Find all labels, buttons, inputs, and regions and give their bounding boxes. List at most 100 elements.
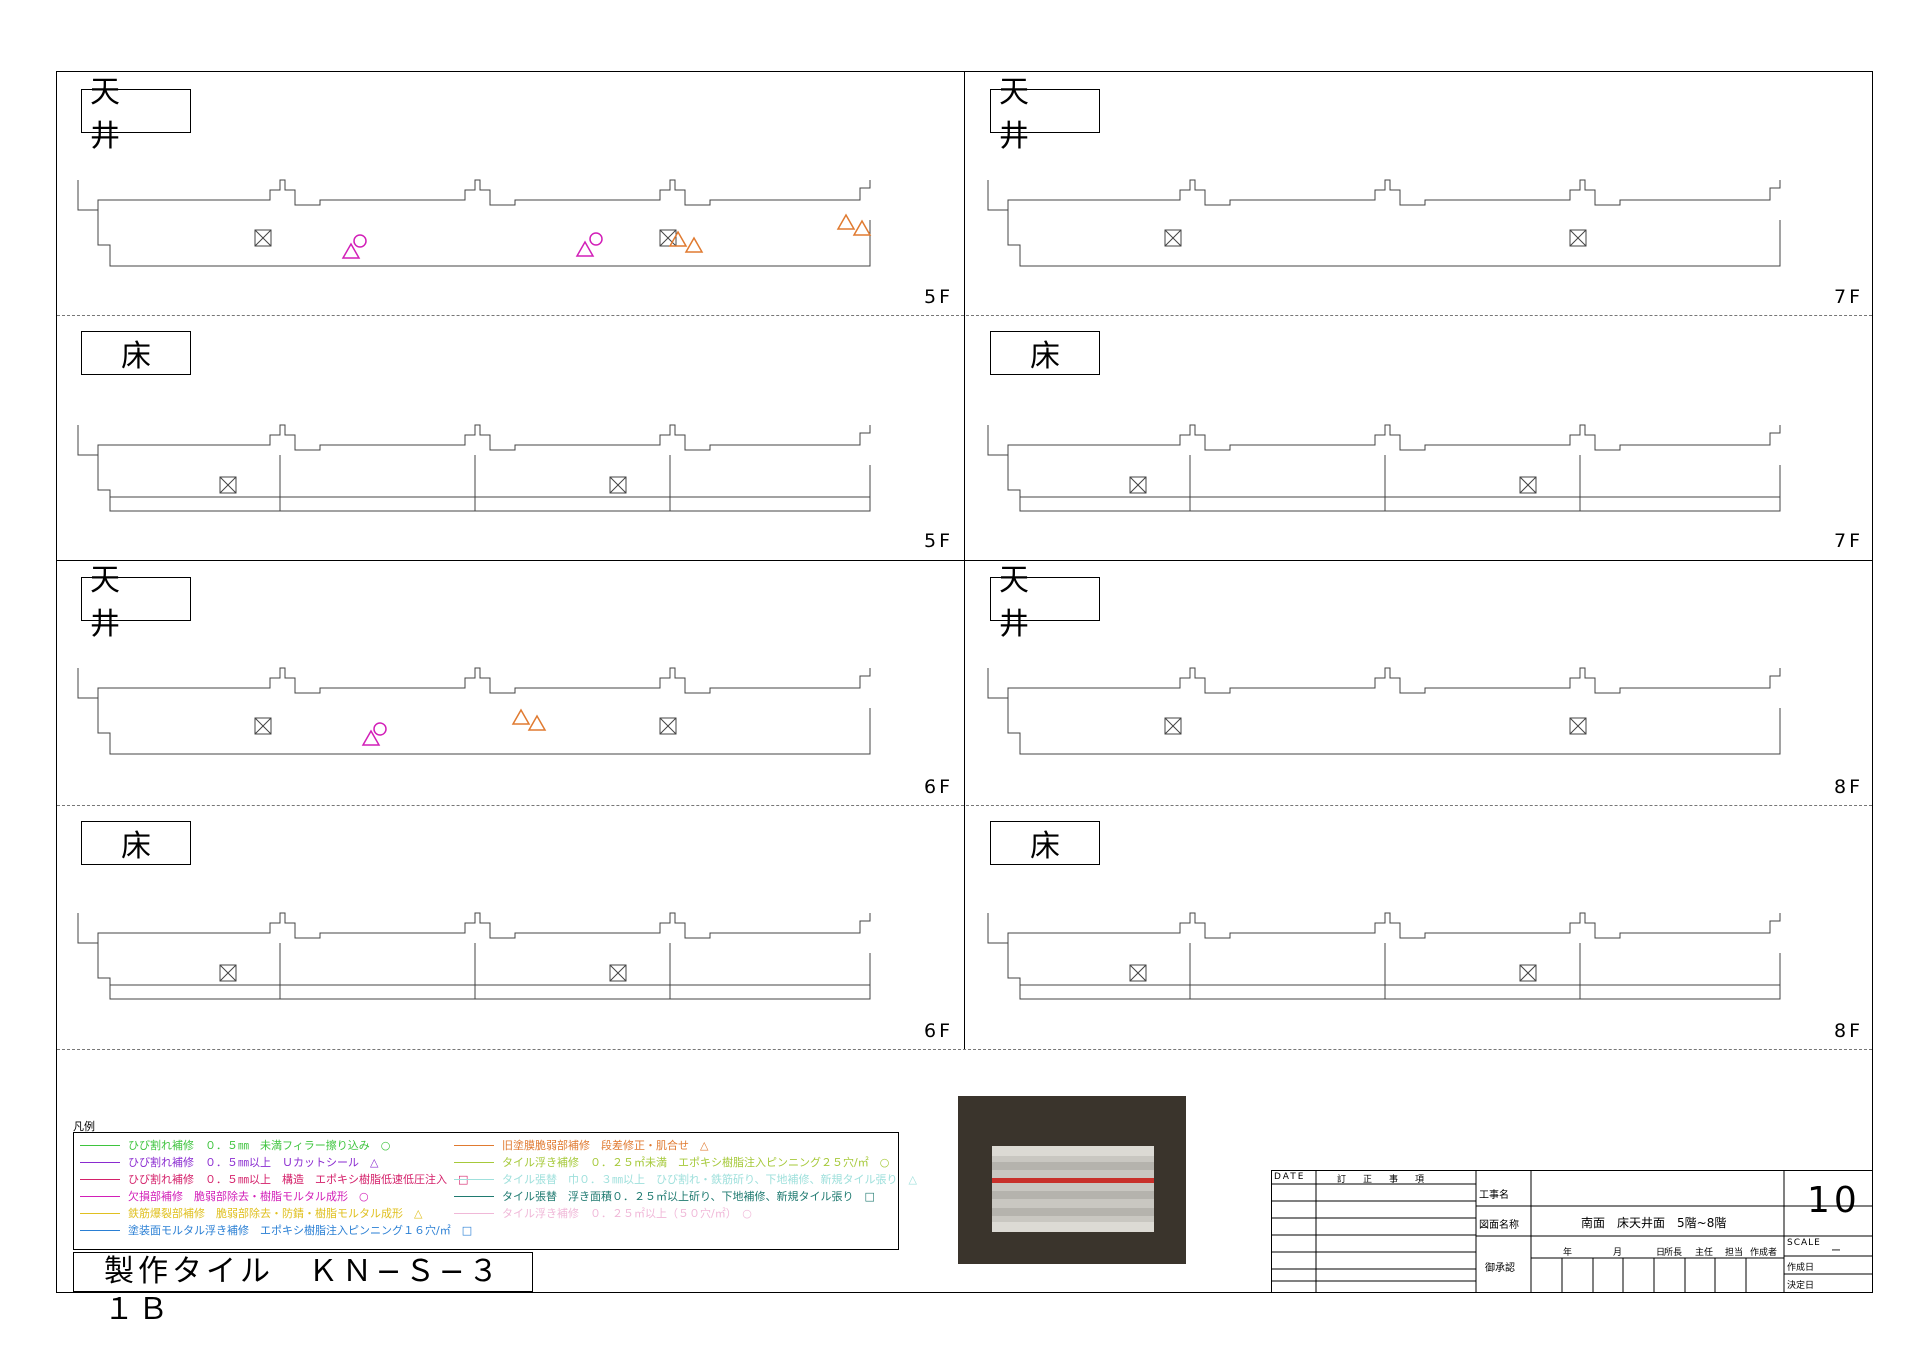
legend-item: 鉄筋爆裂部補修 脆弱部除去・防錆・樹脂モルタル成形 △ (80, 1205, 422, 1221)
floor-label: 5F (924, 530, 954, 552)
legend-item: 旧塗膜脆弱部補修 段差修正・肌合せ △ (454, 1137, 708, 1153)
plan-outline (1007, 698, 1781, 755)
marker-triangle (511, 708, 531, 725)
marker-triangle (684, 236, 704, 253)
marker-triangle (361, 729, 381, 746)
plan-outline (97, 210, 871, 267)
floor-plan (77, 912, 871, 1000)
floor-plan (987, 424, 1781, 512)
dashed-divider (966, 315, 1872, 316)
horizontal-divider (56, 560, 1873, 561)
column-box-icon (1164, 229, 1182, 247)
revision-label: 訂 正 事 項 (1337, 1175, 1429, 1185)
legend-box: ひび割れ補修 ０．５㎜ 未満フィラー擦り込み ○ ひび割れ補修 ０．５㎜以上 Ｕ… (73, 1132, 917, 1250)
plan-outline (77, 424, 871, 456)
plan-outline (77, 179, 871, 211)
tile-sample-image (992, 1146, 1154, 1232)
marker-circle (373, 722, 387, 736)
legend-swatch (454, 1195, 494, 1197)
floor-label: 8F (1834, 1020, 1864, 1042)
day-label: 日 (1656, 1248, 1666, 1258)
floor-label: 7F (1834, 530, 1864, 552)
drawing-name: 南面 床天井面 5階~8階 (1581, 1216, 1727, 1230)
column-box-icon (1569, 229, 1587, 247)
legend-swatch (454, 1178, 494, 1180)
column-box-icon (659, 229, 677, 247)
plan-outline (97, 455, 871, 512)
approval-label: 御承認 (1485, 1263, 1515, 1274)
floor-plan (987, 179, 1781, 267)
role-label: 所長 (1664, 1248, 1683, 1258)
dashed-divider (966, 805, 1872, 806)
tile-photo (958, 1096, 1186, 1264)
dashed-divider (57, 315, 964, 316)
plan-outline (77, 912, 871, 944)
role-label: 主任 (1695, 1248, 1714, 1258)
plan-outline (77, 667, 871, 699)
legend-item: ひび割れ補修 ０．５㎜以上 構造 エポキシ樹脂低速低圧注入 □ (80, 1171, 468, 1187)
plan-outline (1007, 943, 1781, 1000)
floor-label: 6F (924, 1020, 954, 1042)
floor-label: 5F (924, 286, 954, 308)
legend-swatch (80, 1161, 120, 1163)
column-box-icon (219, 476, 237, 494)
column-box-icon (1129, 964, 1147, 982)
sheet-number: 10 (1807, 1180, 1861, 1221)
marker-triangle (852, 219, 872, 236)
panel-tag: 床 (81, 821, 191, 865)
legend-swatch (454, 1161, 494, 1163)
column-box-icon (659, 717, 677, 735)
column-box-icon (1129, 476, 1147, 494)
marker-triangle (836, 213, 856, 230)
floor-label: 8F (1834, 776, 1864, 798)
role-label: 担当 (1725, 1248, 1744, 1258)
plan-outline (987, 912, 1781, 944)
plan-outline (987, 424, 1781, 456)
legend-swatch (80, 1144, 120, 1146)
legend-swatch (454, 1212, 494, 1214)
legend-swatch (80, 1229, 120, 1231)
floor-plan (77, 179, 871, 267)
panel-tag: 床 (81, 331, 191, 375)
project-label: 工事名 (1479, 1190, 1509, 1201)
panel-tag: 床 (990, 331, 1100, 375)
legend-swatch (454, 1144, 494, 1146)
dashed-divider (57, 805, 964, 806)
column-box-icon (254, 229, 272, 247)
title-block: DATE 訂 正 事 項 工事名 図面名称 南面 床天井面 5階~8階 御承認 … (1271, 1170, 1873, 1293)
plan-outline (97, 943, 871, 1000)
title-block-grid (1271, 1170, 1873, 1293)
month-label: 月 (1613, 1248, 1623, 1258)
column-box-icon (609, 476, 627, 494)
column-box-icon (609, 964, 627, 982)
dashed-divider (57, 1049, 1872, 1050)
legend-item: ひび割れ補修 ０．５㎜以上 Ｕカットシール △ (80, 1154, 378, 1170)
floor-plan (77, 424, 871, 512)
column-box-icon (254, 717, 272, 735)
role-label: 作成者 (1750, 1248, 1778, 1258)
floor-label: 6F (924, 776, 954, 798)
column-box-icon (1519, 964, 1537, 982)
column-box-icon (1519, 476, 1537, 494)
plan-outline (987, 667, 1781, 699)
legend-caption: 凡例 (73, 1120, 95, 1133)
plan-outline (1007, 210, 1781, 267)
plan-outline (1007, 455, 1781, 512)
year-label: 年 (1563, 1248, 1573, 1258)
legend-item: タイル張替 巾０．３㎜以上 ひび割れ・鉄筋斫り、下地補修、新規タイル張り △ (454, 1171, 917, 1187)
floor-plan (77, 667, 871, 755)
legend-item: タイル浮き補修 ０．２５㎡未満 エポキシ樹脂注入ピンニング２５穴/㎡ ○ (454, 1154, 889, 1170)
legend-item: タイル張替 浮き面積０．２５㎡以上斫り、下地補修、新規タイル張り □ (454, 1188, 875, 1204)
column-box-icon (1569, 717, 1587, 735)
scale-value: ー (1831, 1246, 1841, 1257)
floor-plan (987, 667, 1781, 755)
scale-label: SCALE (1787, 1238, 1821, 1248)
decided-label: 決定日 (1787, 1281, 1815, 1291)
plan-outline (97, 698, 871, 755)
drawing-name-label: 図面名称 (1479, 1220, 1519, 1231)
marker-triangle (668, 230, 688, 247)
legend-swatch (80, 1212, 120, 1214)
marker-circle (353, 234, 367, 248)
floor-label: 7F (1834, 286, 1864, 308)
